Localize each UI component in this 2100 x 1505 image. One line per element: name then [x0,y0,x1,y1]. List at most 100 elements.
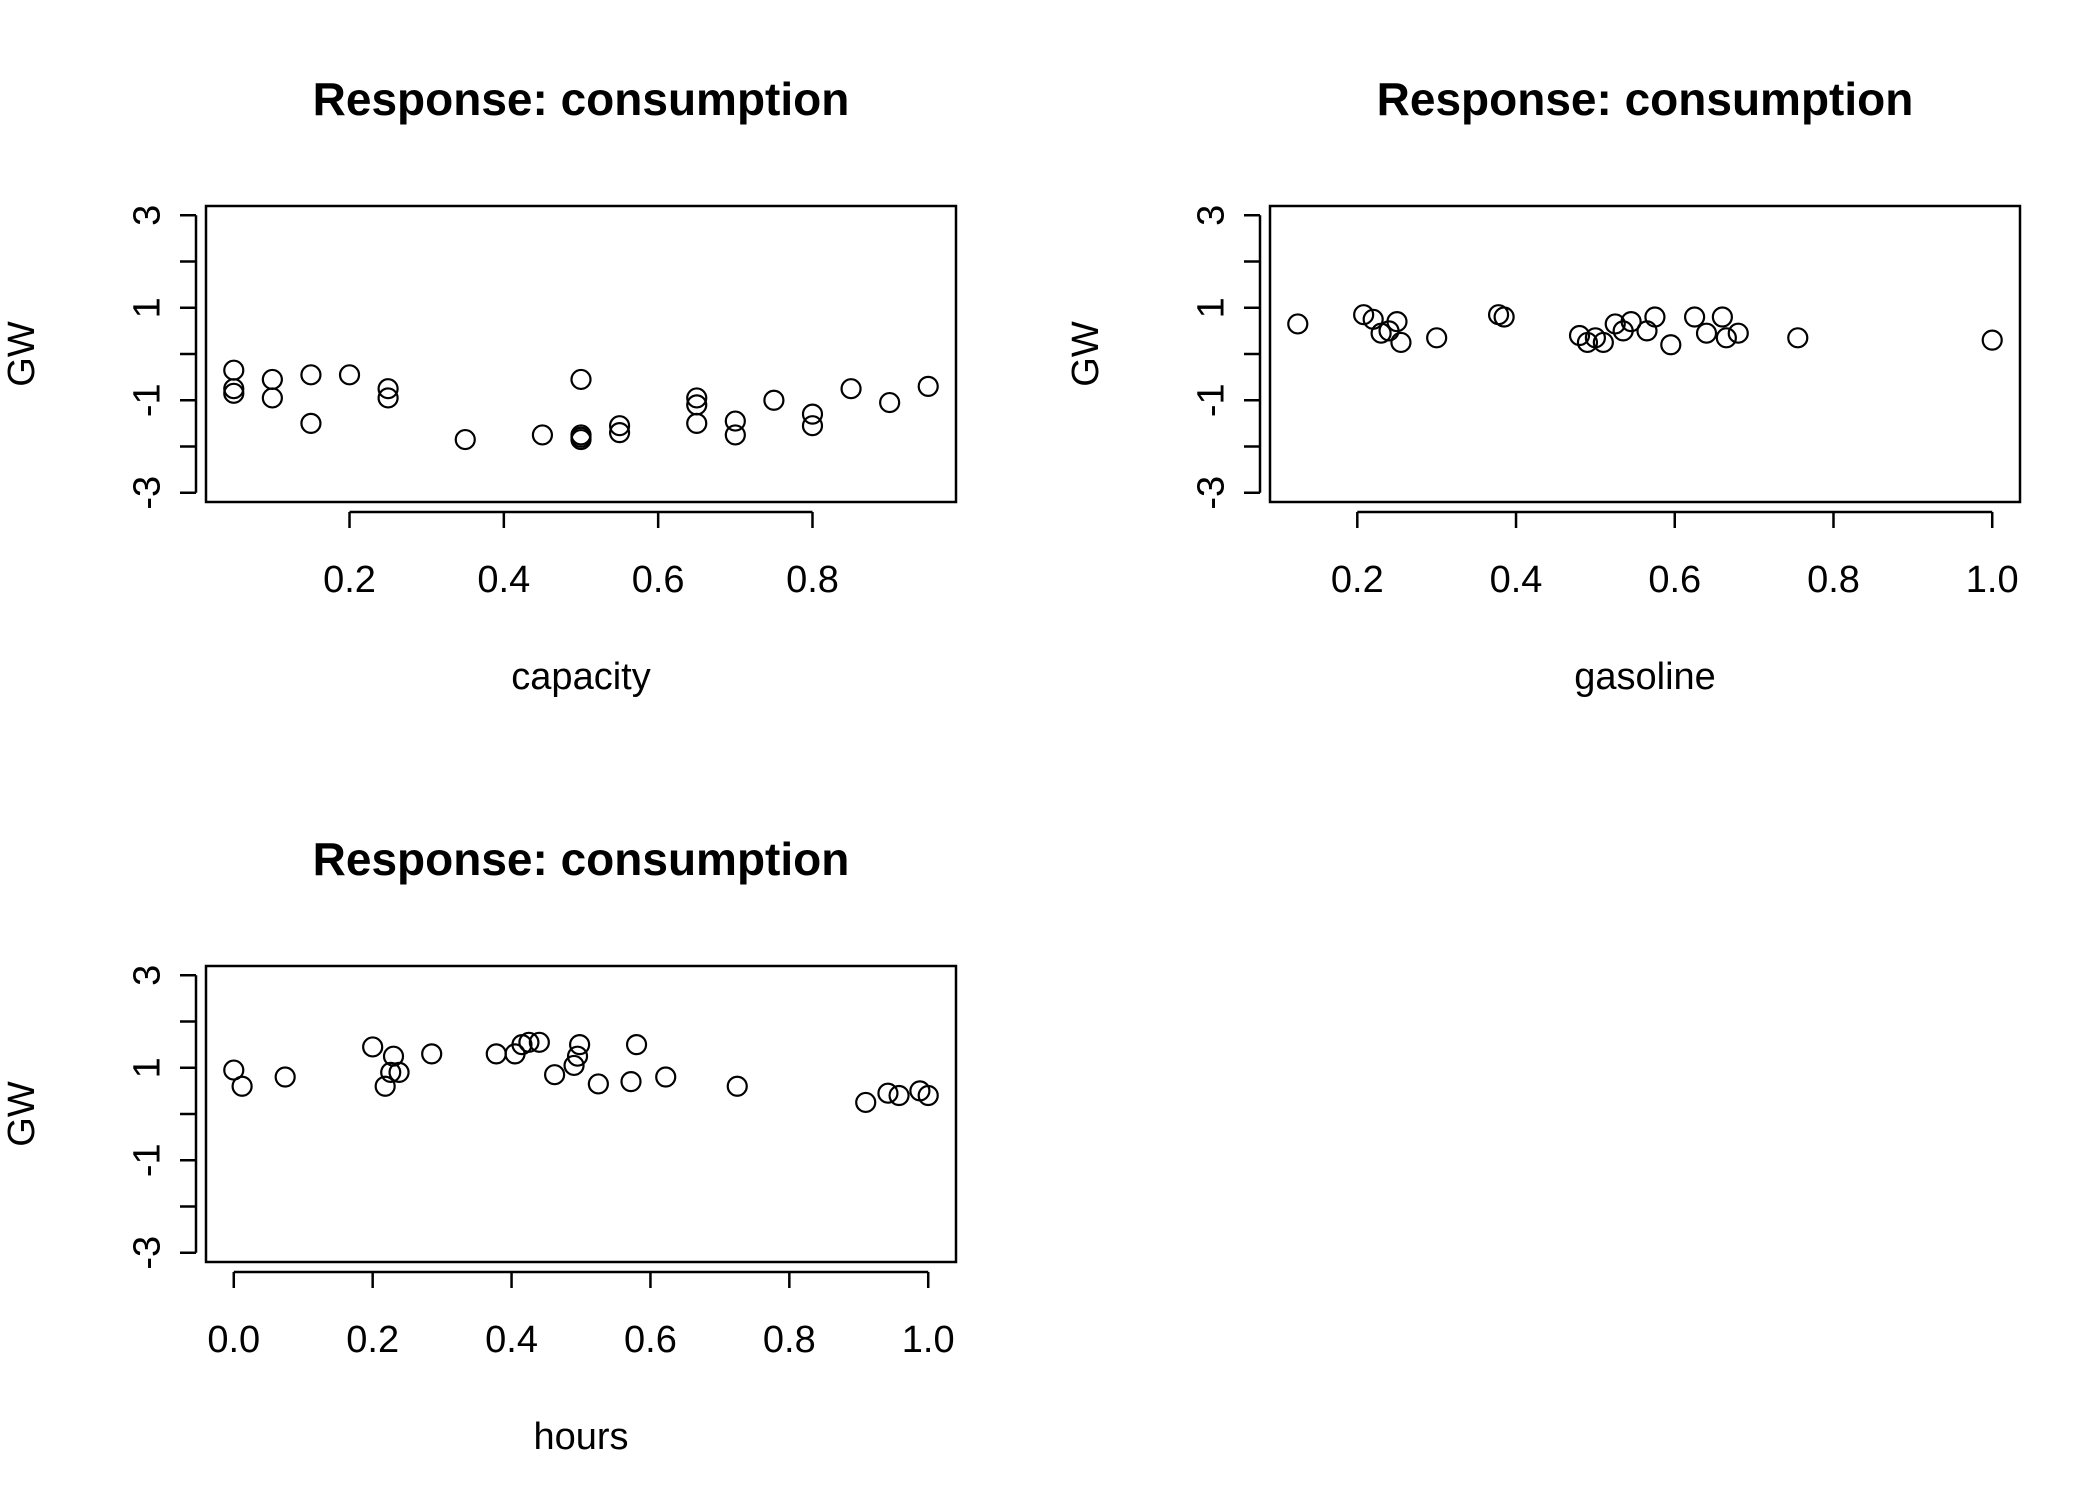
y-tick-label: 3 [126,205,168,226]
data-point [223,378,245,400]
data-point [563,1054,585,1077]
data-point [608,415,631,437]
x-tick-label: 0.2 [323,559,376,601]
data-point [380,1061,402,1083]
data-point [300,412,322,434]
data-point [724,410,746,432]
chart-panel-hours: Response: consumption 0.0 0.2 0.4 0.6 0.8 1.0 -… [1,833,958,1458]
data-point [518,1031,540,1053]
data-point [1787,327,1809,349]
y-tick-label: 1 [1190,297,1232,318]
y-axis-label: GW [1,321,43,387]
data-point [1620,311,1642,333]
data-point [625,1034,648,1056]
chart-panel-capacity: Response: consumption 0.2 0.4 0.6 0.8 -3 -1 1 3 c… [1,73,958,698]
y-tick-label: 1 [126,297,168,318]
data-point [528,1031,550,1053]
x-tick-label: 0.4 [485,1319,538,1361]
data-point [338,364,361,386]
data-point [231,1075,253,1097]
plot-frame [204,204,958,504]
data-point [1592,331,1614,354]
y-axis-label: GW [1065,321,1107,387]
data-point [1568,324,1591,347]
y-tick-label: 1 [126,1057,168,1078]
data-point [686,412,708,434]
data-point [888,1084,910,1107]
plot-frame [1268,204,2022,504]
data-point [726,1075,748,1097]
data-point [724,424,746,446]
data-point [655,1066,677,1088]
y-tick-label: 3 [1190,205,1232,226]
data-point [917,1084,939,1107]
y-tick-label: -3 [126,1236,168,1270]
y-tick-label: -1 [1190,383,1232,417]
y-tick-label: 3 [126,965,168,986]
y-tick-label: -3 [126,476,168,510]
x-tick-label: 1.0 [1966,559,2019,601]
chart-title: Response: consumption [313,833,850,885]
x-tick-label: 0.6 [632,559,685,601]
chart-title: Response: consumption [313,73,850,125]
x-axis-label: capacity [511,656,650,698]
chart-panel-gasoline: Response: consumption 0.2 0.4 0.6 0.8 1.0 -3 -1… [1065,73,2022,698]
data-point [377,387,399,409]
data-point [223,382,245,404]
x-axis-label: gasoline [1574,656,1716,698]
data-point [608,422,631,444]
data-point [362,1036,384,1058]
data-point [801,403,824,425]
data-point [1644,306,1666,328]
data-point [570,368,592,391]
data-point [1353,304,1375,326]
data-point [1636,320,1658,342]
chart-title: Response: consumption [1377,73,1914,125]
data-point [1660,334,1682,356]
x-tick-label: 0.6 [1648,559,1701,601]
x-tick-label: 0.4 [477,559,530,601]
data-point [1715,327,1737,349]
data-point [1390,331,1412,354]
data-point [1981,329,2003,351]
data-point [566,1045,589,1067]
x-axis-label: hours [533,1416,628,1458]
data-point [1604,313,1626,335]
x-tick-label: 0.8 [763,1319,816,1361]
plot-frame [204,964,958,1264]
data-point [1727,322,1749,344]
x-tick-label: 0.2 [1331,559,1384,601]
data-point [485,1043,507,1065]
x-tick-label: 0.0 [207,1319,260,1361]
data-point [570,426,592,448]
data-point [763,389,785,411]
data-point [377,378,399,400]
data-point [686,387,708,409]
data-point [1711,306,1733,328]
data-point [531,424,554,446]
data-point [261,368,283,391]
data-point [1493,306,1515,328]
y-tick-label: -3 [1190,476,1232,510]
data-point [374,1075,396,1097]
data-point [1684,306,1706,328]
data-point [1426,327,1448,349]
x-tick-label: 0.8 [1807,559,1860,601]
data-point [1287,313,1309,335]
data-point [223,359,245,381]
data-point [544,1064,566,1086]
data-point [877,1082,899,1104]
data-point [421,1043,443,1065]
data-point [274,1066,296,1088]
data-point [917,375,939,397]
x-tick-label: 1.0 [902,1319,955,1361]
y-tick-label: -1 [126,383,168,417]
x-tick-label: 0.2 [346,1319,399,1361]
data-point [620,1071,642,1093]
x-tick-label: 0.4 [1490,559,1543,601]
data-point [388,1061,410,1083]
y-tick-label: -1 [126,1143,168,1177]
data-point [454,428,476,451]
x-tick-label: 0.8 [786,559,839,601]
